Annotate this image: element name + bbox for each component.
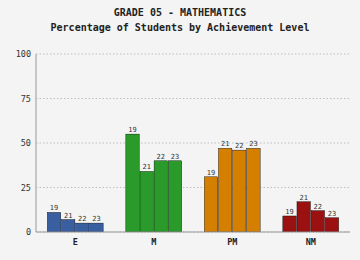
bar	[218, 148, 231, 232]
y-tick-label: 75	[21, 94, 31, 104]
bar-year-label: 19	[207, 169, 215, 177]
bar	[233, 150, 246, 232]
bar-year-label: 19	[50, 204, 58, 212]
y-tick-label: 0	[26, 227, 31, 237]
x-tick-label: PM	[227, 237, 237, 247]
y-axis	[36, 54, 37, 232]
bar-year-label: 21	[142, 163, 150, 171]
bar-year-label: 23	[171, 153, 179, 161]
chart: GRADE 05 - MATHEMATICS Percentage of Stud…	[0, 0, 360, 260]
x-tick-label: NM	[306, 237, 316, 247]
y-tick-label: 100	[16, 49, 31, 59]
bar-year-label: 19	[285, 208, 293, 216]
bar	[297, 202, 310, 232]
bar	[61, 220, 74, 232]
bar-year-label: 22	[314, 203, 322, 211]
bar	[90, 223, 103, 232]
bar-year-label: 21	[299, 194, 307, 202]
bar-year-label: 23	[249, 140, 257, 148]
bar-year-label: 23	[328, 210, 336, 218]
bar-year-label: 21	[221, 140, 229, 148]
bar	[168, 161, 181, 232]
grid-line	[36, 232, 350, 233]
grid-line	[36, 143, 350, 144]
bar	[247, 148, 260, 232]
bar-year-label: 19	[128, 126, 136, 134]
y-tick-label: 50	[21, 138, 31, 148]
bar-year-label: 23	[92, 215, 100, 223]
bar-year-label: 21	[64, 212, 72, 220]
bar	[76, 223, 89, 232]
bar	[47, 212, 60, 232]
bar	[126, 134, 139, 232]
bar	[325, 218, 338, 232]
bar-year-label: 22	[78, 215, 86, 223]
x-tick-label: M	[151, 237, 156, 247]
bar	[204, 177, 217, 232]
bar	[140, 171, 153, 232]
subtitle: Percentage of Students by Achievement Le…	[51, 22, 310, 33]
bar	[154, 161, 167, 232]
x-axis	[36, 232, 350, 233]
y-tick-label: 25	[21, 183, 31, 193]
bar-year-label: 22	[157, 153, 165, 161]
bar	[283, 216, 296, 232]
chart-container: GRADE 05 - MATHEMATICS Percentage of Stud…	[0, 0, 360, 260]
bar-labels: 19 19 19 19 21 21 21 21 22 22 22 22 23 23 23 23	[50, 126, 336, 223]
grid-line	[36, 187, 350, 188]
bars	[47, 134, 338, 232]
x-tick-label: E	[73, 237, 78, 247]
grid-line	[36, 54, 350, 55]
bar-year-label: 22	[235, 142, 243, 150]
grid-line	[36, 98, 350, 99]
title: GRADE 05 - MATHEMATICS	[114, 7, 246, 18]
bar	[311, 211, 324, 232]
